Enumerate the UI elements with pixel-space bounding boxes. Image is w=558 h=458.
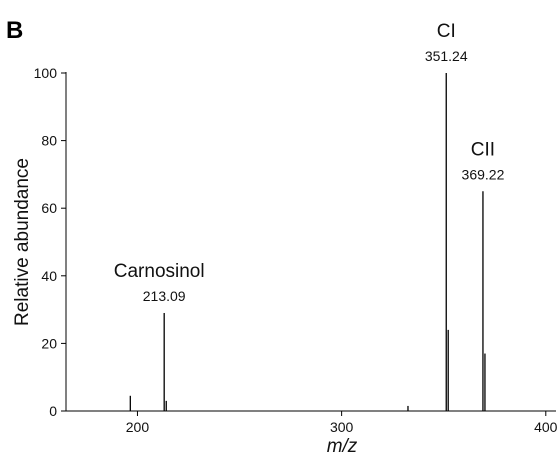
peak-mz-label: 351.24	[425, 48, 468, 64]
y-tick-label: 40	[41, 268, 57, 284]
x-tick-label: 300	[330, 419, 354, 435]
y-ticks: 0 20 40 60 80 100	[34, 65, 66, 419]
y-axis-label: Relative abundance	[12, 158, 33, 326]
peak-compound-label: CI	[437, 21, 456, 42]
x-tick-label: 200	[126, 419, 150, 435]
y-tick-label: 100	[34, 65, 58, 81]
y-tick-label: 60	[41, 200, 57, 216]
y-tick-label: 0	[49, 403, 57, 419]
peak-mz-label: 369.22	[462, 166, 505, 182]
panel-label: B	[6, 17, 23, 44]
peaks	[129, 73, 486, 411]
annotations: 213.09 Carnosinol 351.24 CI 369.22 CII	[114, 21, 505, 304]
x-ticks: 200 300 400	[126, 411, 558, 435]
peak-compound-label: Carnosinol	[114, 261, 205, 282]
peak-mz-label: 213.09	[143, 288, 186, 304]
axes	[65, 72, 556, 412]
x-tick-label: 400	[534, 419, 558, 435]
y-tick-label: 80	[41, 133, 57, 149]
peak-compound-label: CII	[471, 139, 495, 160]
x-axis-label: m/z	[327, 436, 358, 457]
y-tick-label: 20	[41, 335, 57, 351]
